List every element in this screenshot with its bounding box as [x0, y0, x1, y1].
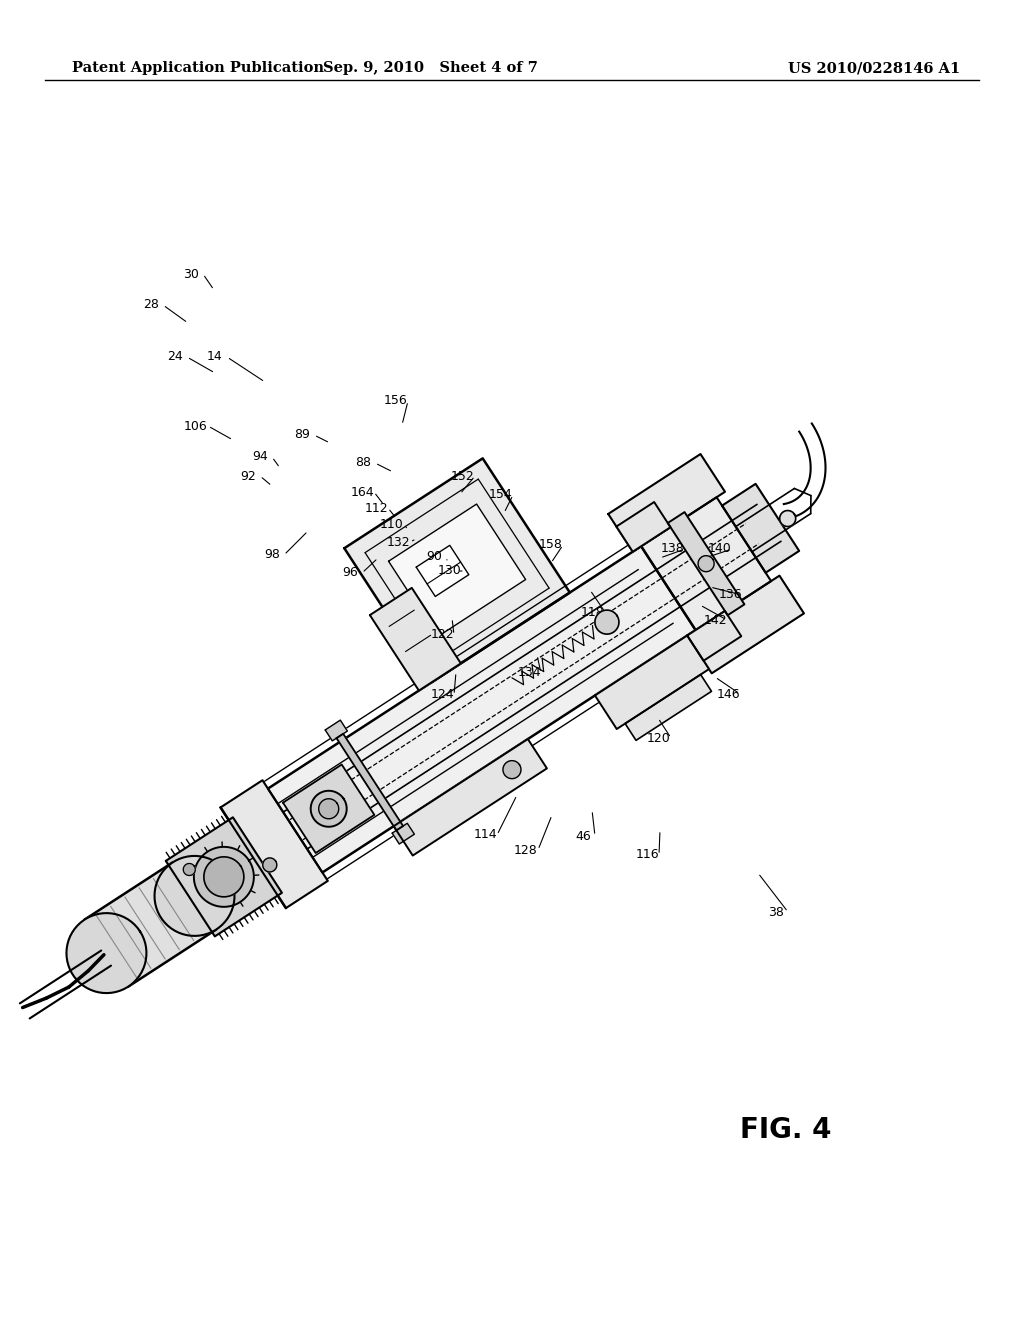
Polygon shape	[67, 913, 146, 993]
Text: 14: 14	[207, 351, 223, 363]
Text: 156: 156	[384, 395, 408, 408]
Text: 118: 118	[582, 606, 605, 619]
Text: 154: 154	[489, 488, 513, 502]
Text: 88: 88	[355, 457, 371, 470]
Text: 24: 24	[167, 351, 183, 363]
Polygon shape	[310, 791, 347, 826]
Polygon shape	[230, 546, 695, 898]
Polygon shape	[155, 855, 234, 936]
Text: 110: 110	[380, 517, 403, 531]
Text: 96: 96	[342, 566, 357, 579]
Polygon shape	[616, 502, 671, 552]
Text: 138: 138	[662, 543, 685, 556]
Polygon shape	[668, 512, 744, 615]
Polygon shape	[220, 780, 328, 908]
Text: US 2010/0228146 A1: US 2010/0228146 A1	[787, 61, 961, 75]
Polygon shape	[641, 498, 771, 630]
Polygon shape	[204, 857, 244, 896]
Text: 112: 112	[365, 502, 388, 515]
Text: 122: 122	[430, 628, 454, 642]
Polygon shape	[194, 847, 254, 907]
Polygon shape	[337, 734, 403, 830]
Polygon shape	[393, 739, 547, 855]
Text: 106: 106	[184, 420, 208, 433]
Text: 164: 164	[350, 486, 374, 499]
Text: 142: 142	[703, 614, 727, 627]
Text: FIG. 4: FIG. 4	[740, 1115, 831, 1144]
Text: Sep. 9, 2010   Sheet 4 of 7: Sep. 9, 2010 Sheet 4 of 7	[323, 61, 538, 75]
Text: 90: 90	[426, 550, 442, 564]
Text: 28: 28	[143, 298, 159, 312]
Text: 116: 116	[635, 849, 658, 862]
Polygon shape	[595, 635, 709, 729]
Text: 94: 94	[252, 450, 268, 463]
Polygon shape	[595, 610, 618, 634]
Text: Patent Application Publication: Patent Application Publication	[72, 61, 324, 75]
Polygon shape	[388, 504, 525, 636]
Polygon shape	[625, 675, 712, 741]
Polygon shape	[283, 764, 375, 853]
Text: 136: 136	[718, 589, 741, 602]
Polygon shape	[722, 484, 799, 573]
Text: 140: 140	[709, 543, 732, 556]
Polygon shape	[608, 454, 725, 552]
Polygon shape	[344, 458, 569, 682]
Polygon shape	[166, 817, 282, 936]
Text: 98: 98	[264, 549, 280, 561]
Polygon shape	[318, 799, 339, 818]
Text: 152: 152	[452, 470, 475, 483]
Polygon shape	[416, 545, 469, 597]
Text: 38: 38	[768, 906, 784, 919]
Text: 120: 120	[647, 731, 671, 744]
Text: 132: 132	[386, 536, 410, 549]
Polygon shape	[698, 556, 714, 572]
Text: 134: 134	[517, 667, 541, 680]
Polygon shape	[503, 760, 521, 779]
Polygon shape	[687, 576, 804, 673]
Text: 114: 114	[473, 829, 497, 842]
Polygon shape	[326, 721, 347, 741]
Text: 89: 89	[294, 429, 310, 441]
Text: 128: 128	[514, 843, 538, 857]
Polygon shape	[263, 858, 276, 873]
Polygon shape	[183, 863, 196, 875]
Text: 158: 158	[539, 539, 563, 552]
Text: 92: 92	[240, 470, 256, 483]
Text: 46: 46	[575, 829, 591, 842]
Polygon shape	[370, 587, 461, 690]
Polygon shape	[779, 511, 796, 527]
Polygon shape	[85, 862, 216, 986]
Polygon shape	[687, 611, 741, 661]
Text: 30: 30	[183, 268, 199, 281]
Text: 124: 124	[430, 689, 454, 701]
Text: 130: 130	[438, 565, 462, 578]
Text: 146: 146	[716, 688, 739, 701]
Polygon shape	[392, 824, 415, 843]
